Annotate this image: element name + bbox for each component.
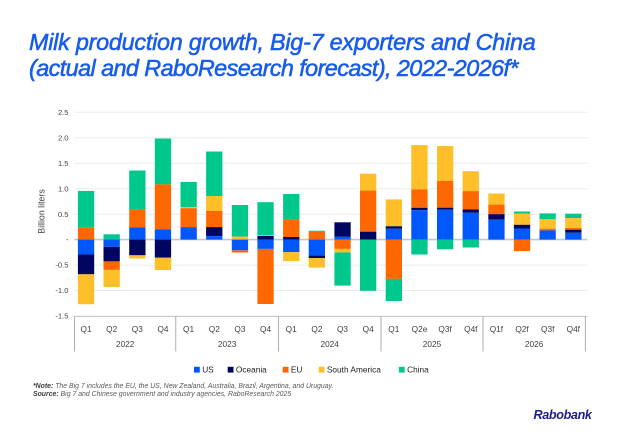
svg-text:2024: 2024 (320, 339, 339, 349)
svg-text:Oceania: Oceania (236, 365, 267, 375)
svg-text:Q4: Q4 (157, 324, 168, 334)
svg-text:2023: 2023 (218, 339, 237, 349)
svg-text:Q1: Q1 (388, 324, 399, 334)
svg-text:Q2f: Q2f (515, 324, 529, 334)
svg-text:Q3: Q3 (337, 324, 348, 334)
svg-text:Q2: Q2 (311, 324, 322, 334)
svg-text:2.5: 2.5 (58, 108, 69, 117)
svg-text:EU: EU (291, 365, 303, 375)
svg-text:Q1f: Q1f (490, 324, 504, 334)
svg-text:Q1: Q1 (81, 324, 92, 334)
svg-text:US: US (202, 365, 214, 375)
svg-text:Q4f: Q4f (567, 324, 581, 334)
svg-text:1.5: 1.5 (58, 159, 69, 168)
svg-text:2.0: 2.0 (58, 133, 69, 142)
svg-text:Q1: Q1 (286, 324, 297, 334)
svg-text:2026: 2026 (525, 339, 544, 349)
svg-text:Q2: Q2 (106, 324, 117, 334)
svg-text:1.0: 1.0 (58, 184, 69, 193)
svg-text:China: China (407, 365, 429, 375)
svg-text:Q4: Q4 (363, 324, 374, 334)
svg-text:Q2e: Q2e (412, 324, 428, 334)
svg-text:Q3f: Q3f (541, 324, 555, 334)
svg-text:Q3f: Q3f (438, 324, 452, 334)
svg-text:-0.5: -0.5 (55, 261, 68, 270)
svg-text:-: - (66, 235, 69, 244)
svg-text:-1.5: -1.5 (55, 312, 68, 321)
svg-text:Billion liters: Billion liters (37, 189, 47, 234)
svg-text:Q3: Q3 (234, 324, 245, 334)
svg-text:South America: South America (327, 365, 381, 375)
svg-text:Q3: Q3 (132, 324, 143, 334)
svg-text:0.5: 0.5 (58, 210, 69, 219)
svg-text:Q2: Q2 (209, 324, 220, 334)
svg-text:Q1: Q1 (183, 324, 194, 334)
svg-text:Q4: Q4 (260, 324, 271, 334)
svg-text:Q4f: Q4f (464, 324, 478, 334)
svg-text:2022: 2022 (116, 339, 135, 349)
svg-text:-1.0: -1.0 (55, 286, 68, 295)
svg-text:2025: 2025 (423, 339, 442, 349)
